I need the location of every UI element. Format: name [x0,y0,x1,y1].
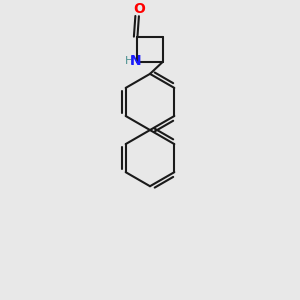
Text: N: N [130,55,142,68]
Text: H: H [125,56,133,67]
Text: O: O [133,2,145,16]
